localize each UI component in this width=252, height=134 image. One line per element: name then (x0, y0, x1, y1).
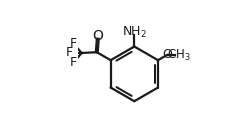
Text: NH$_2$: NH$_2$ (121, 25, 146, 40)
Text: O: O (92, 29, 103, 43)
Text: O: O (162, 48, 171, 61)
Text: F: F (70, 37, 77, 50)
Text: F: F (70, 56, 77, 69)
Text: F: F (65, 46, 73, 59)
Text: CH$_3$: CH$_3$ (166, 47, 190, 63)
